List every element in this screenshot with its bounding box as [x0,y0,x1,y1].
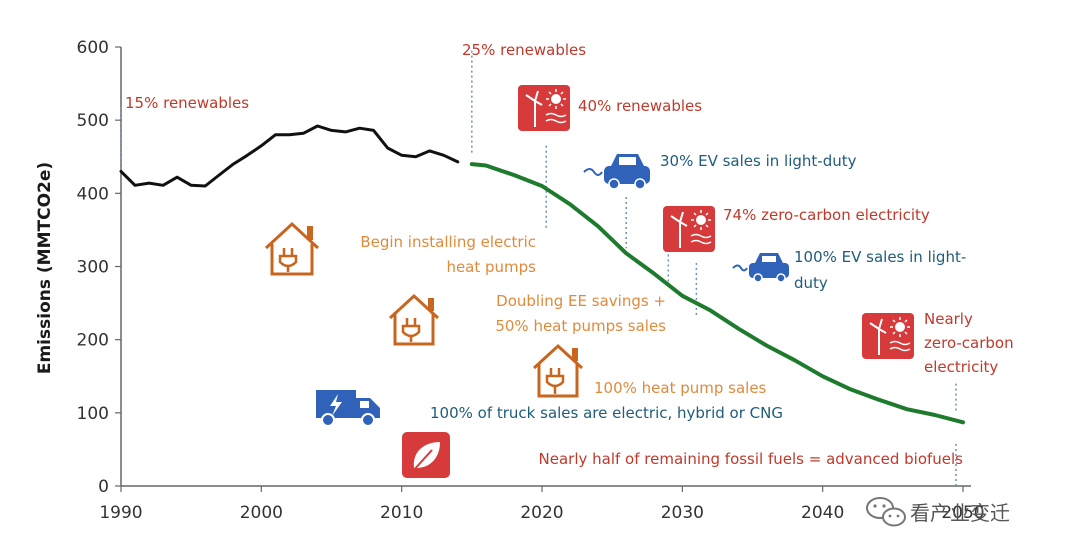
annotation-heat-pumps-line2: heat pumps [446,258,536,276]
historical-emissions-line [119,124,460,188]
y-tick-label: 300 [77,258,109,278]
annotation-heat-pumps-line1: Begin installing electric [360,233,536,251]
x-tick-label: 2040 [801,503,844,523]
y-axis-title: Emissions (MMTCO2e) [35,162,55,374]
axes: 0 100 200 300 400 500 600 1990 2000 2010 2020 2030 2… [77,38,985,523]
x-tick-label: 1990 [99,503,142,523]
watermark-text: 看产业变迁 [910,501,1010,525]
house-plug-icon [388,293,440,346]
y-tick-label: 600 [77,38,109,58]
y-tick-label: 200 [77,331,109,351]
annotation-30-ev: 30% EV sales in light-duty [660,152,857,170]
annotation-ee-line1: Doubling EE savings + [496,292,666,310]
x-tick-label: 2020 [520,503,563,523]
wind-solar-icon [663,206,715,252]
annotation-100-ev-line2: duty [794,274,828,292]
annotation-nearly-zero-line2: zero-carbon [924,334,1014,352]
y-tick-label: 400 [77,184,109,204]
y-tick-label: 100 [77,404,109,424]
annotation-biofuels: Nearly half of remaining fossil fuels = … [539,450,964,468]
annotation-15-renewables: 15% renewables [125,94,249,112]
house-plug-icon [532,343,584,398]
annotation-ee-line2: 50% heat pumps sales [495,317,666,335]
wind-solar-icon [518,85,570,131]
annotation-74-zero-carbon: 74% zero-carbon electricity [723,206,930,224]
annotation-nearly-zero-line1: Nearly [924,310,973,328]
ev-car-icon [732,253,789,283]
wind-solar-icon [862,313,914,359]
annotation-25-renewables: 25% renewables [462,41,586,59]
x-tick-label: 2010 [380,503,423,523]
projected-emissions-line [469,162,965,425]
annotation-heat-pump-100: 100% heat pump sales [594,379,767,397]
annotation-40-renewables: 40% renewables [578,97,702,115]
series-layer [119,124,965,425]
y-tick-label: 0 [98,477,109,497]
watermark: 看产业变迁 [866,497,1010,527]
wechat-icon [866,497,906,527]
annotation-truck-sales: 100% of truck sales are electric, hybrid… [430,404,783,422]
house-plug-icon [264,221,320,276]
leader-lines [120,50,957,486]
annotation-nearly-zero-line3: electricity [924,358,998,376]
y-tick-label: 500 [77,111,109,131]
annotations: 15% renewables 25% renewables 40% renewa… [125,41,1014,468]
ev-car-icon [583,154,650,190]
x-tick-label: 2050 [941,503,984,523]
electric-truck-icon [316,390,380,427]
x-tick-label: 2030 [661,503,704,523]
annotation-100-ev-line1: 100% EV sales in light- [794,248,966,266]
leaf-icon [402,432,450,478]
x-tick-label: 2000 [240,503,283,523]
